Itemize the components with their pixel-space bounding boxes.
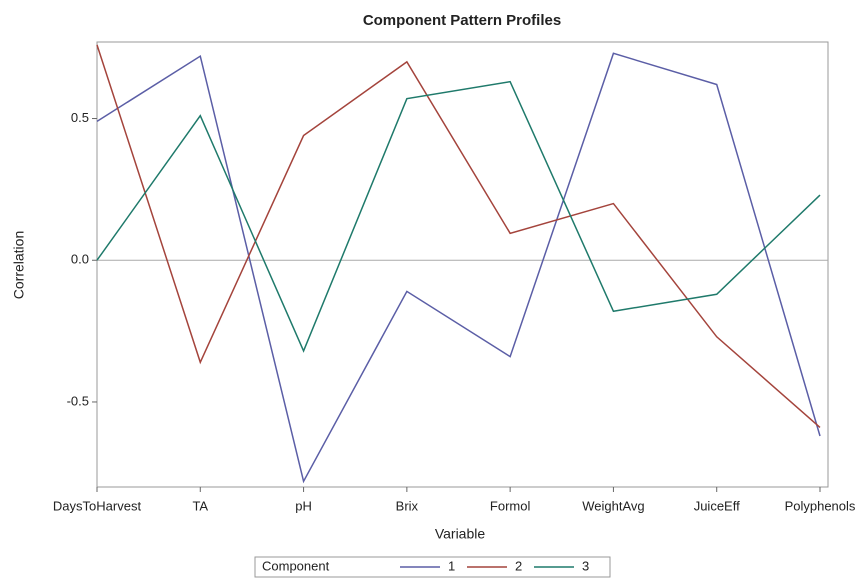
legend-label: 3 [582, 558, 589, 573]
legend-label: 1 [448, 558, 455, 573]
x-tick-label: WeightAvg [582, 498, 644, 513]
legend-frame [254, 556, 611, 578]
x-tick-label: pH [295, 498, 312, 513]
x-tick-label: JuiceEff [694, 498, 740, 513]
y-axis-label: Correlation [11, 231, 27, 299]
x-tick-label: Polyphenols [785, 498, 856, 513]
series-line [96, 80, 821, 353]
series-line [96, 44, 821, 429]
x-tick-label: DaysToHarvest [53, 498, 142, 513]
chart-title: Component Pattern Profiles [363, 12, 561, 29]
legend-label: 2 [515, 558, 522, 573]
y-tick-label: 0.5 [71, 110, 89, 125]
x-tick-label: Formol [490, 498, 531, 513]
legend-title: Component [262, 558, 330, 573]
x-tick-label: Brix [396, 498, 419, 513]
y-tick-label: 0.0 [71, 252, 89, 267]
x-tick-label: TA [192, 498, 208, 513]
plot-frame [96, 41, 829, 488]
series-line [96, 52, 821, 484]
y-tick-label: -0.5 [67, 393, 89, 408]
x-axis-label: Variable [435, 526, 486, 542]
